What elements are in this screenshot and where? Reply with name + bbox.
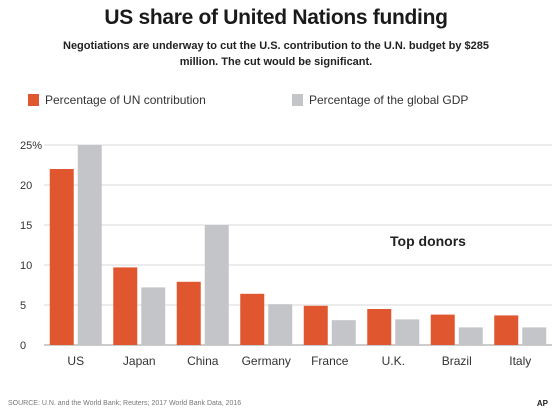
bar-global-gdp [331, 320, 356, 345]
y-tick-label: 5 [20, 300, 26, 312]
x-category-label: Germany [242, 354, 291, 368]
chart-title: US share of United Nations funding [104, 6, 448, 29]
bar-un-contribution [303, 305, 328, 345]
bar-un-contribution [49, 169, 74, 345]
credit-label: AP [536, 399, 548, 408]
bar-global-gdp [141, 287, 166, 345]
legend-swatch-un [28, 94, 39, 106]
legend-swatch-gdp [292, 94, 303, 106]
y-tick-label: 15 [20, 220, 32, 232]
bar-un-contribution [430, 314, 455, 345]
y-tick-label: 20 [20, 180, 32, 192]
x-category-label: France [311, 354, 349, 368]
bar-global-gdp [268, 304, 293, 345]
legend: Percentage of UN contribution Percentage… [0, 93, 552, 113]
y-tick-label: 0 [20, 340, 26, 352]
y-tick-label: 10 [20, 260, 32, 272]
x-category-label: U.K. [382, 354, 405, 368]
x-category-label: Japan [123, 354, 156, 368]
bar-global-gdp [458, 327, 483, 345]
annotation-top-donors: Top donors [390, 233, 466, 249]
x-category-label: US [67, 354, 84, 368]
legend-label-un: Percentage of UN contribution [45, 93, 206, 107]
y-tick-label: 25% [20, 140, 42, 152]
legend-item-global-gdp: Percentage of the global GDP [292, 93, 468, 107]
legend-label-gdp: Percentage of the global GDP [309, 93, 469, 107]
bar-global-gdp [77, 145, 102, 345]
bar-global-gdp [395, 319, 420, 345]
x-category-label: Italy [509, 354, 531, 368]
bar-un-contribution [367, 309, 392, 345]
chart-subtitle: Negotiations are underway to cut the U.S… [63, 40, 489, 68]
legend-item-un-contribution: Percentage of UN contribution [28, 93, 206, 107]
bar-un-contribution [240, 293, 265, 345]
bar-un-contribution [494, 315, 519, 345]
x-category-label: Brazil [442, 354, 472, 368]
bar-un-contribution [113, 267, 138, 345]
bar-un-contribution [176, 281, 201, 345]
bar-global-gdp [522, 327, 547, 345]
source-note: SOURCE: U.N. and the World Bank; Reuters… [8, 400, 242, 407]
x-category-label: China [187, 354, 219, 368]
bar-global-gdp [204, 225, 229, 345]
